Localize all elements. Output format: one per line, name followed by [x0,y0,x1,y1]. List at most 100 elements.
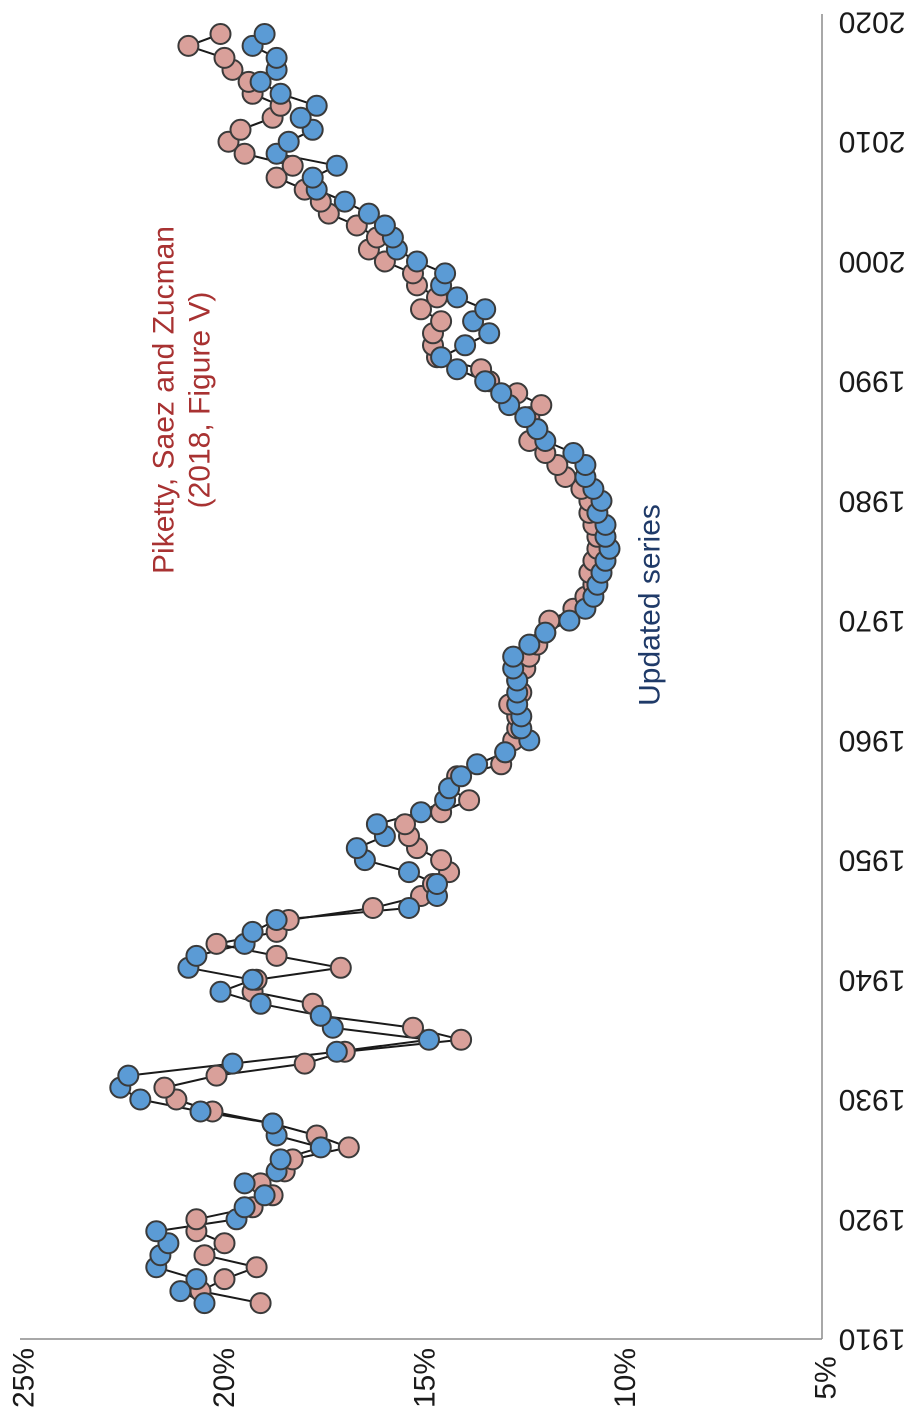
data-point-series-1 [402,1016,424,1039]
data-point-series-1 [193,1244,216,1267]
data-point-series-1 [265,944,288,967]
annotation-line: Updated series [634,504,667,706]
data-point-series-2 [129,1088,152,1111]
data-point-series-2 [169,1280,192,1303]
data-point-series-2 [241,920,264,943]
data-point-series-2 [478,322,501,345]
annotation-line: (2018, Figure V) [184,292,217,509]
data-point-series-1 [205,932,228,955]
data-point-series-1 [177,34,200,57]
data-point-series-2 [145,1220,168,1243]
data-point-series-2 [474,298,497,321]
y-tick-label: 25% [8,1348,41,1408]
annotations: Piketty, Saez and Zucman (2018, Figure V)… [148,226,667,706]
y-tick-label: 5% [810,1356,843,1399]
data-point-series-1 [213,1232,236,1255]
data-point-series-2 [357,202,380,225]
data-point-series-2 [185,944,208,967]
data-point-series-2 [494,741,517,764]
y-tick-label: 20% [208,1348,241,1408]
data-point-series-2 [233,1196,256,1219]
x-tick-label: 1950 [839,844,906,877]
data-point-series-1 [410,298,432,321]
data-point-series-2 [450,765,473,788]
axes [20,14,823,1340]
series-points [109,23,621,1315]
data-point-series-1 [430,310,453,333]
y-tick-label: 15% [409,1348,442,1408]
data-point-series-1 [293,1052,316,1075]
x-tick-label: 1990 [839,365,906,398]
data-point-series-2 [269,82,292,105]
data-point-series-1 [213,1268,236,1291]
data-point-series-2 [305,94,328,117]
data-point-series-2 [454,334,477,357]
data-point-series-1 [281,154,304,177]
data-point-series-2 [253,1184,276,1207]
x-tick-label: 1910 [839,1323,906,1356]
data-point-series-2 [518,633,541,656]
data-point-series-2 [325,154,348,177]
data-point-series-2 [325,1040,348,1063]
y-tick-label: 10% [609,1348,642,1408]
x-tick-label: 1920 [839,1203,906,1236]
data-point-series-2 [277,130,300,153]
data-point-series-2 [373,214,396,237]
data-point-series-1 [450,1028,473,1051]
x-tick-label: 1980 [839,484,906,517]
data-point-series-1 [233,142,256,165]
data-point-series-2 [189,1100,212,1123]
annotation-2: Updated series [634,504,667,706]
data-point-series-2 [534,621,557,644]
data-point-series-2 [185,1268,208,1291]
data-point-series-1 [329,956,352,979]
data-point-series-2 [446,358,469,381]
x-tick-label: 2010 [839,125,906,158]
data-point-series-2 [117,1064,140,1087]
x-tick-label: 1940 [839,963,906,996]
x-tick-label: 2000 [839,245,906,278]
data-point-series-2 [249,992,272,1015]
data-point-series-2 [265,46,288,69]
x-tick-label: 2020 [839,6,906,39]
data-point-series-2 [426,873,448,895]
data-point-series-2 [253,23,276,45]
data-point-series-2 [301,166,324,189]
data-point-series-2 [221,1052,244,1075]
data-point-series-2 [406,250,428,273]
data-point-series-2 [261,1112,284,1135]
data-point-series-1 [249,1292,272,1315]
data-point-series-1 [213,46,236,69]
data-point-series-2 [558,609,581,632]
data-point-series-2 [249,70,272,93]
data-point-series-2 [562,442,585,464]
data-point-series-2 [490,382,513,405]
y-tick-labels: 5% 10% 15% 20% 25% [8,1348,843,1408]
data-point-series-2 [209,980,232,1003]
data-point-series-2 [269,1148,292,1171]
data-point-series-2 [398,897,420,919]
data-point-series-2 [345,837,368,860]
data-point-series-1 [265,166,288,189]
data-point-series-2 [430,346,453,369]
annotation-1: Piketty, Saez and Zucman (2018, Figure V) [148,226,217,574]
data-point-series-2 [309,1136,332,1159]
data-point-series-1 [153,1076,176,1099]
data-point-series-2 [241,968,264,991]
data-point-series-1 [530,394,553,417]
data-point-series-2 [410,801,432,824]
data-point-series-1 [458,789,481,812]
x-tick-labels: 1910 1920 1930 1940 1950 1960 1970 1980 1990 2000… [839,6,906,1356]
data-point-series-2 [365,813,388,836]
data-point-series-2 [446,286,469,309]
data-point-series-1 [205,1064,228,1087]
data-point-series-1 [337,1136,360,1159]
data-point-series-1 [229,118,252,141]
x-tick-label: 1930 [839,1083,906,1116]
data-point-series-1 [185,1208,208,1231]
data-point-series-2 [466,753,489,776]
data-point-series-2 [474,370,497,393]
data-point-series-2 [265,909,288,931]
data-point-series-1 [430,849,453,872]
